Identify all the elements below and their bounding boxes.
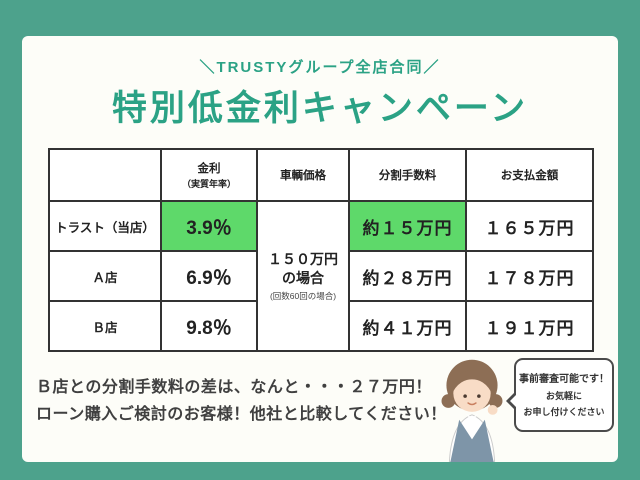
flyer-card: ＼TRUSTYグループ全店合同／ 特別低金利キャンペーン 金利 （実質年率） 車 [22, 36, 618, 462]
rate-cell: 6.9％ [160, 250, 258, 302]
receptionist-illustration [441, 359, 503, 462]
header-installment-fee: 分割手数料 [348, 148, 467, 202]
rate-cell: 9.8％ [160, 300, 258, 352]
shop-name-cell: トラスト（当店） [48, 200, 162, 252]
header-rate-sublabel: （実質年率） [181, 179, 236, 189]
bubble-line-2: お気軽に [545, 391, 582, 402]
rate-cell-highlight: 3.9％ [160, 200, 258, 252]
table-row-shop-a: Ａ店 6.9％ 約２８万円 １７８万円 [48, 250, 594, 302]
comparison-table-wrapper: 金利 （実質年率） 車輌価格 分割手数料 お支払金額 [48, 148, 594, 352]
header-interest-rate: 金利 （実質年率） [160, 148, 258, 202]
table-corner-cell [48, 148, 162, 202]
cta-line: ローン購入ご検討のお客様！他社と比較してください！ [36, 406, 447, 423]
group-tagline: ＼TRUSTYグループ全店合同／ [199, 59, 441, 76]
installment-count-note: (回数60回の場合) [269, 291, 337, 302]
shop-name-cell: Ｂ店 [48, 300, 162, 352]
comparison-message: Ｂ店との分割手数料の差は、なんと・・・２７万円！ ローン購入ご検討のお客様！他社… [36, 374, 447, 428]
header-vehicle-price: 車輌価格 [256, 148, 350, 202]
fee-cell-highlight: 約１５万円 [348, 200, 467, 252]
table-row-shop-b: Ｂ店 9.8％ 約４１万円 １９１万円 [48, 300, 594, 352]
total-cell: １９１万円 [465, 300, 594, 352]
vehicle-price-cell: １５０万円 の場合 (回数60回の場合) [256, 200, 350, 352]
total-cell: １６５万円 [465, 200, 594, 252]
fee-cell: 約２８万円 [348, 250, 467, 302]
header-total-payment: お支払金額 [465, 148, 594, 202]
bubble-line-3: お申し付けください [523, 406, 605, 417]
shop-name-cell: Ａ店 [48, 250, 162, 302]
table-row-trust: トラスト（当店） 3.9％ １５０万円 の場合 (回数60回の場合) 約１５万円… [48, 200, 594, 352]
page-title: 特別低金利キャンペーン [111, 89, 529, 128]
loan-comparison-table: 金利 （実質年率） 車輌価格 分割手数料 お支払金額 [48, 148, 594, 352]
fee-cell: 約４１万円 [348, 300, 467, 352]
table-header-row: 金利 （実質年率） 車輌価格 分割手数料 お支払金額 [48, 148, 594, 202]
total-cell: １７８万円 [465, 250, 594, 302]
speech-bubble: 事前審査可能です！ お気軽に お申し付けください [506, 358, 614, 432]
header-rate-label: 金利 [197, 163, 221, 175]
savings-line: Ｂ店との分割手数料の差は、なんと・・・２７万円！ [36, 379, 432, 396]
bubble-line-1: 事前審査可能です！ [519, 374, 609, 386]
